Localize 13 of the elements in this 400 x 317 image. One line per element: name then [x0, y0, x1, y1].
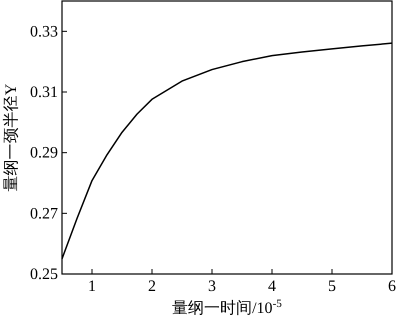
x-tick-label: 5 — [328, 278, 336, 295]
x-tick-label: 1 — [88, 278, 96, 295]
y-tick-label: 0.25 — [30, 266, 58, 283]
y-axis-title: 量纲一颈半径Y — [2, 83, 20, 192]
y-tick-label: 0.29 — [30, 144, 58, 162]
y-tick-label: 0.33 — [30, 23, 58, 40]
y-tick-label: 0.31 — [30, 84, 58, 101]
x-tick-label: 6 — [388, 278, 396, 295]
y-tick-label: 0.27 — [30, 205, 58, 222]
x-tick-label: 4 — [268, 278, 276, 295]
x-axis-title: 量纲一时间/10$^{-5}$ — [172, 298, 282, 317]
x-tick-label: 2 — [148, 278, 156, 295]
x-tick-label: 3 — [208, 278, 216, 295]
